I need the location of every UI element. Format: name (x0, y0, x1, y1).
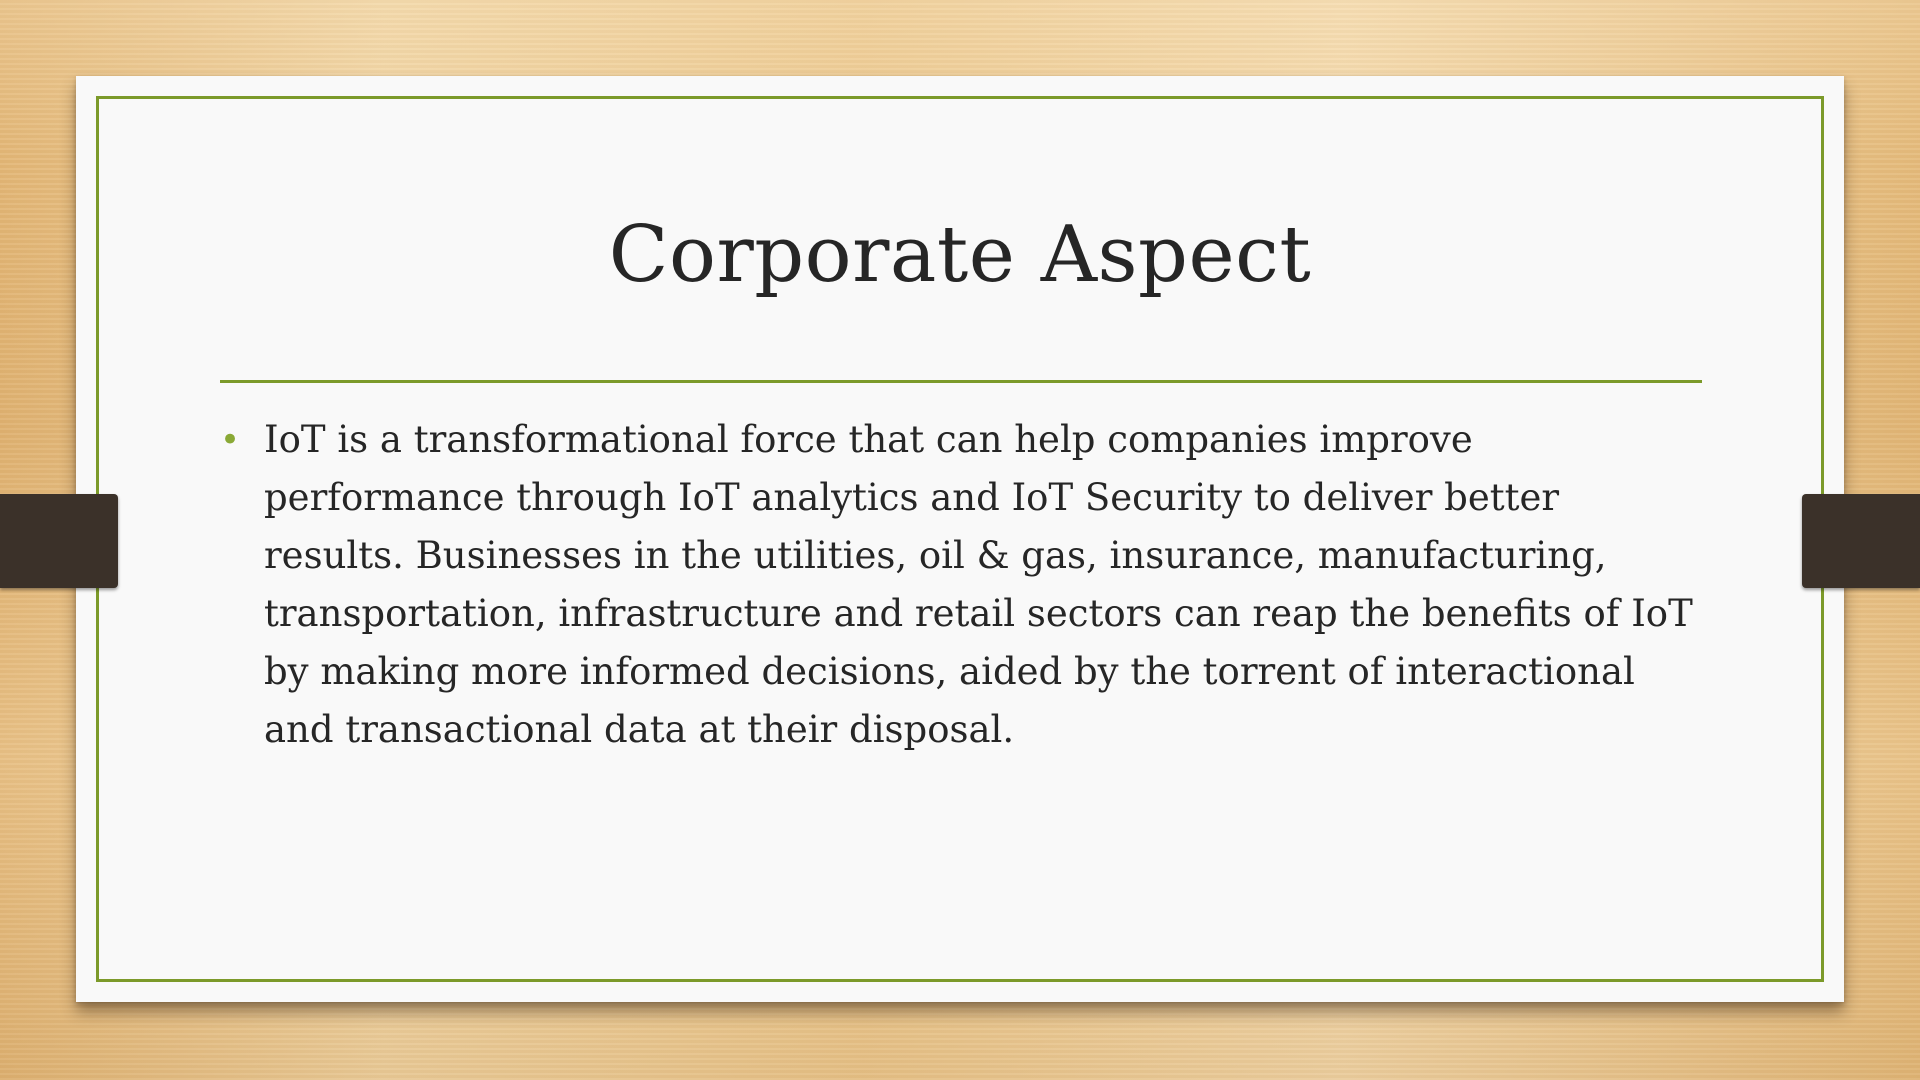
slide-title: Corporate Aspect (608, 210, 1312, 300)
title-divider (220, 380, 1702, 383)
bullet-icon: • (220, 420, 241, 460)
bullet-list: • IoT is a transformational force that c… (220, 411, 1710, 759)
bullet-text: IoT is a transformational force that can… (264, 418, 1693, 751)
bullet-item: • IoT is a transformational force that c… (220, 411, 1710, 759)
binder-clip-right (1802, 494, 1920, 588)
slide-card (76, 76, 1844, 1002)
binder-clip-left (0, 494, 118, 588)
